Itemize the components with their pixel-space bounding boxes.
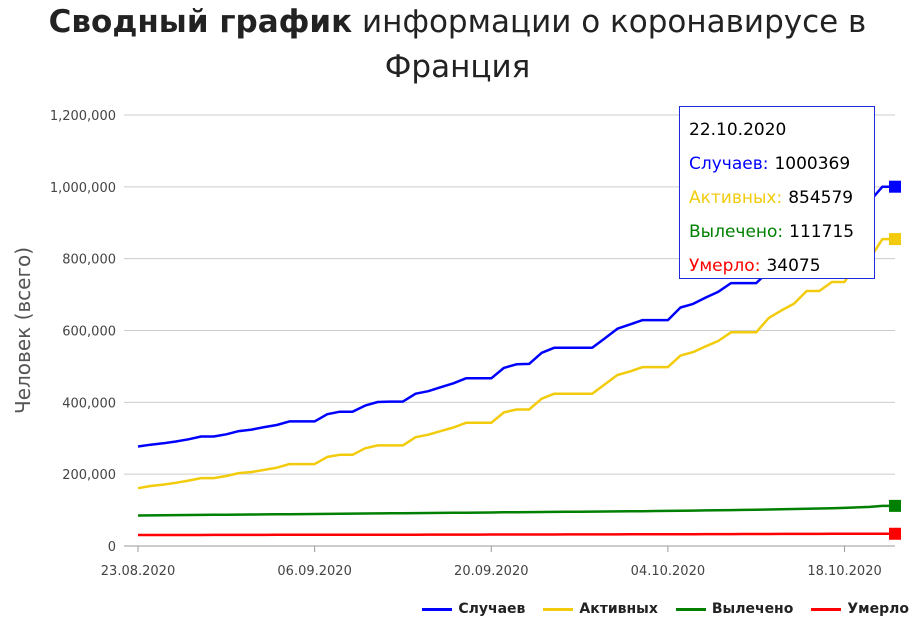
tooltip-row-deaths: Умерло: 34075 (689, 255, 874, 289)
legend-swatch-cases (422, 607, 453, 611)
y-tick-label: 400,000 (62, 396, 116, 411)
legend-swatch-active (543, 607, 574, 611)
legend-label-cases: Случаев (458, 601, 526, 617)
y-axis-label: Человек (всего) (11, 247, 35, 414)
series-line-recovered (137, 504, 895, 517)
legend-item-deaths[interactable]: Умерло (811, 601, 909, 617)
legend-label-recovered: Вылечено (711, 601, 794, 617)
x-tick-label: 23.08.2020 (101, 564, 175, 579)
chart-title-rest: информации о коронавирусе в (362, 4, 867, 40)
tooltip-date: 22.10.2020 (689, 120, 787, 140)
series-end-marker-recovered (889, 499, 901, 512)
legend-item-cases[interactable]: Случаев (422, 601, 525, 617)
y-tick-label: 200,000 (62, 468, 116, 483)
tooltip-value-deaths: 34075 (766, 256, 821, 276)
legend-item-recovered[interactable]: Вылечено (675, 601, 794, 617)
tooltip-label-cases: Случаев: (689, 154, 769, 174)
y-tick-label: 1,200,000 (50, 109, 116, 124)
y-tick-label: 1,000,000 (50, 181, 116, 196)
tooltip-row-active: Активных: 854579 (689, 187, 874, 221)
series-end-marker-deaths (889, 527, 901, 540)
chart-legend: Случаев Активных Вылечено Умерло (404, 598, 909, 620)
y-tick-label: 0 (108, 540, 116, 555)
x-tick-label: 20.09.2020 (454, 564, 528, 579)
tooltip-row-cases: Случаев: 1000369 (689, 153, 874, 187)
tooltip-label-deaths: Умерло: (689, 256, 761, 276)
legend-swatch-recovered (675, 607, 706, 611)
series-line-active (137, 237, 895, 490)
legend-item-active[interactable]: Активных (543, 601, 658, 617)
chart-tooltip: 22.10.2020 Случаев: 1000369 Активных: 8545… (679, 106, 875, 279)
chart-title-bold: Сводный график (48, 4, 353, 40)
tooltip-row-recovered: Вылечено: 111715 (689, 221, 874, 255)
chart-title: Сводный график информации о коронавирусе… (0, 4, 915, 40)
tooltip-value-recovered: 111715 (789, 222, 855, 242)
x-tick-label: 06.09.2020 (277, 564, 351, 579)
tooltip-value-cases: 1000369 (774, 154, 851, 174)
x-tick-label: 04.10.2020 (631, 564, 705, 579)
tooltip-label-active: Активных: (689, 188, 783, 208)
legend-swatch-deaths (811, 607, 842, 611)
y-tick-label: 800,000 (62, 253, 116, 268)
y-tick-label: 600,000 (62, 325, 116, 340)
series-end-marker-cases (889, 180, 901, 193)
series-end-marker-active (889, 233, 901, 246)
series-line-deaths (138, 532, 895, 537)
tooltip-value-active: 854579 (788, 188, 854, 208)
tooltip-label-recovered: Вылечено: (689, 222, 784, 242)
x-tick-label: 18.10.2020 (807, 564, 881, 579)
chart-title-line2: Франция (384, 49, 531, 85)
legend-label-deaths: Умерло (847, 601, 909, 617)
legend-label-active: Активных (579, 601, 658, 617)
